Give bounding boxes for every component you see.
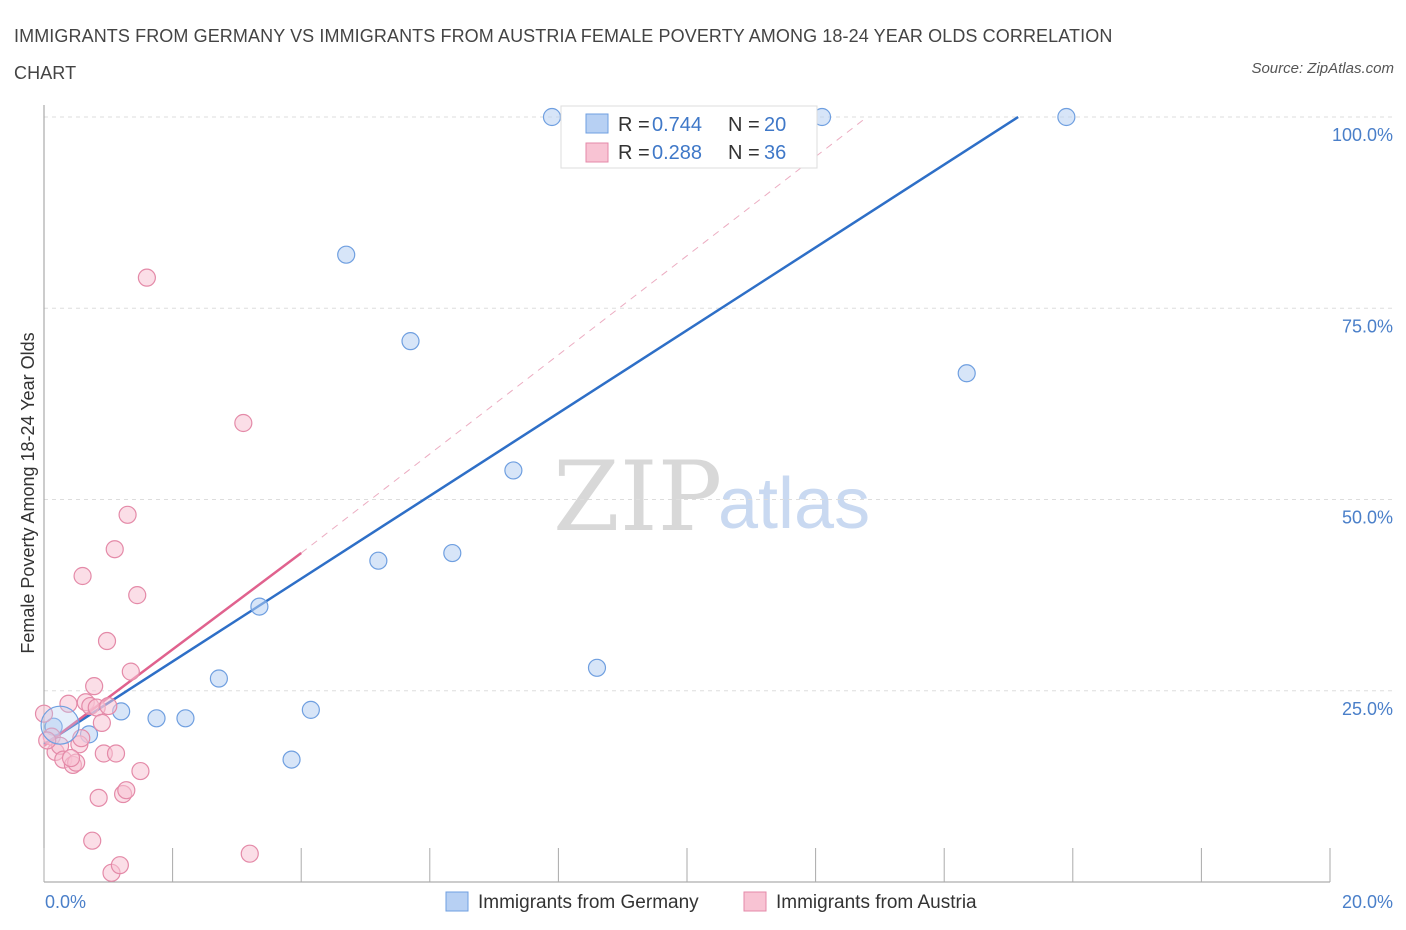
point-germany <box>301 700 320 719</box>
series-legend: Immigrants from Germany Immigrants from … <box>445 891 977 913</box>
point-germany <box>337 245 356 264</box>
legend-swatch-austria <box>585 142 609 163</box>
bottom-legend-label-germany: Immigrants from Germany <box>478 892 699 913</box>
point-germany <box>209 669 228 688</box>
point-austria <box>92 713 111 732</box>
legend-r-value-austria: 0.288 <box>652 142 702 164</box>
trend-lines <box>43 115 1019 747</box>
point-austria <box>106 744 126 763</box>
point-austria <box>131 761 150 781</box>
point-austria <box>38 731 57 750</box>
point-germany <box>147 709 166 728</box>
point-austria <box>234 413 253 433</box>
point-germany <box>176 709 195 728</box>
watermark-atlas: atlas <box>718 464 870 544</box>
bottom-legend-label-austria: Immigrants from Austria <box>776 892 977 913</box>
bottom-legend-swatch-austria <box>743 891 767 912</box>
legend-r-label-austria: R = <box>618 142 650 164</box>
watermark-zip: ZIP <box>553 441 722 553</box>
y-axis-label: Female Poverty Among 18-24 Year Olds <box>18 332 38 653</box>
point-germany <box>957 364 976 383</box>
point-germany-cluster <box>40 705 80 745</box>
point-germany <box>1057 107 1076 127</box>
y-tick-label: 75.0% <box>1342 316 1393 336</box>
y-tick-label: 25.0% <box>1342 699 1393 719</box>
chart-title: IMMIGRANTS FROM GERMANY VS IMMIGRANTS FR… <box>14 26 1113 83</box>
legend-n-value-germany: 20 <box>764 114 786 136</box>
point-austria <box>85 677 104 696</box>
point-germany <box>542 107 562 127</box>
legend-n-label-austria: N = <box>728 142 760 164</box>
point-austria <box>117 781 136 800</box>
x-tick-label: 20.0% <box>1342 892 1393 912</box>
data-points <box>34 107 1076 882</box>
x-tick-label: 0.0% <box>45 892 86 912</box>
point-austria <box>61 748 81 768</box>
point-austria <box>83 831 102 850</box>
point-austria <box>110 856 129 875</box>
point-austria <box>97 631 117 651</box>
legend-r-label-germany: R = <box>618 114 650 136</box>
bottom-legend-swatch-germany <box>445 891 469 912</box>
x-tick-labels: 0.0% 20.0% <box>45 892 1393 912</box>
trend-line-extended-austria <box>300 116 868 554</box>
point-austria <box>240 844 259 863</box>
chart-source: Source: ZipAtlas.com <box>1251 60 1394 77</box>
trend-line-germany <box>43 115 1019 746</box>
point-germany <box>369 551 388 570</box>
legend-r-value-germany: 0.744 <box>652 114 702 136</box>
point-austria <box>128 586 147 605</box>
point-austria <box>121 662 140 681</box>
point-germany <box>443 543 462 563</box>
point-austria <box>137 268 156 287</box>
point-germany <box>282 750 301 769</box>
point-austria <box>89 788 108 807</box>
stats-legend: R = 0.744 N = 20 R = 0.288 N = 36 <box>560 105 818 169</box>
point-germany <box>250 597 269 616</box>
point-austria <box>73 566 92 586</box>
y-tick-labels: 25.0% 50.0% 75.0% 100.0% <box>1332 125 1393 719</box>
point-germany <box>587 658 607 677</box>
legend-n-value-austria: 36 <box>764 142 786 164</box>
point-germany <box>504 461 523 480</box>
point-austria <box>99 696 118 716</box>
point-austria <box>34 704 54 723</box>
legend-n-label-germany: N = <box>728 114 760 136</box>
y-tick-label: 50.0% <box>1342 508 1393 528</box>
point-austria <box>118 505 137 524</box>
watermark: ZIP atlas <box>553 441 870 553</box>
grid <box>44 116 1395 692</box>
point-austria <box>105 540 124 559</box>
point-germany <box>401 332 420 351</box>
x-ticks <box>43 848 1331 882</box>
legend-swatch-germany <box>585 113 609 134</box>
y-tick-label: 100.0% <box>1332 125 1393 145</box>
